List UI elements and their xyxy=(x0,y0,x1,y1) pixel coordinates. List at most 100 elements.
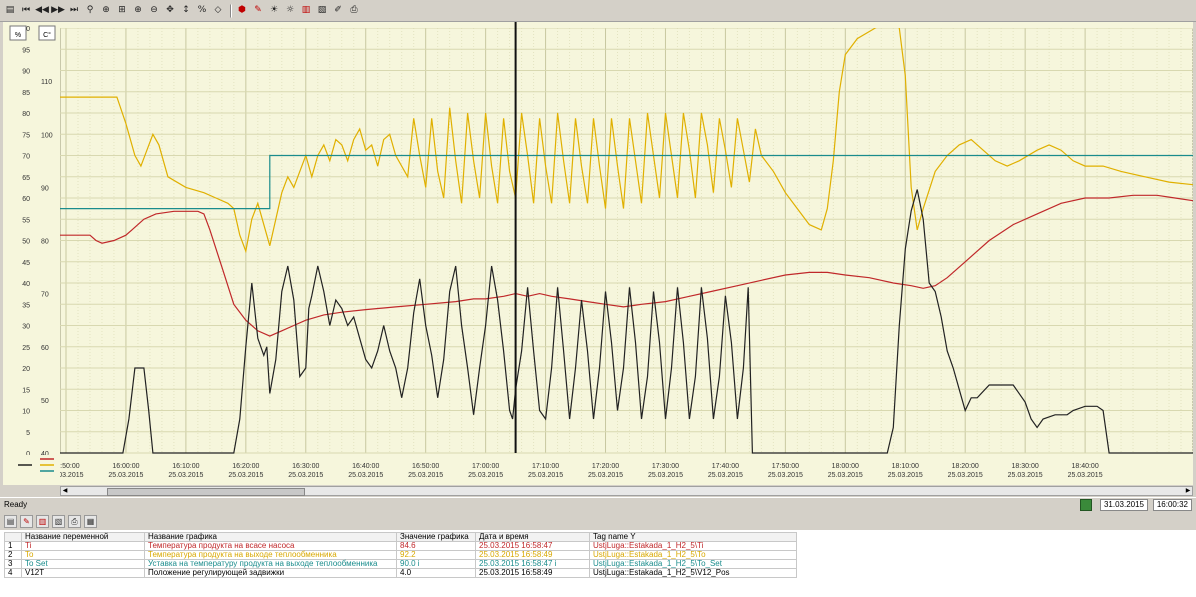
legend-print-icon[interactable]: ⎙ xyxy=(68,514,81,528)
legend-row-tag: UstjLuga::Estakada_1_H2_5\V12_Pos xyxy=(589,568,797,578)
y-right-tick: 80 xyxy=(41,239,49,246)
x-tick-time: 17:10:00 xyxy=(532,463,559,470)
legend-body: 1 Ti Температура продукта на всасе насос… xyxy=(4,541,797,578)
zoom-in-alt-icon[interactable]: ⊕ xyxy=(134,5,142,15)
scroll-right-icon[interactable]: ▶ xyxy=(1185,488,1191,494)
x-tick-date: 25.03.2015 xyxy=(408,472,443,479)
trend-chart-svg[interactable]: 15:50:00 25.03.2015 16:00:00 25.03.2015 16:1… xyxy=(3,22,1194,485)
unit-box-left xyxy=(9,25,27,41)
x-tick-time: 15:50:00 xyxy=(52,463,79,470)
x-tick-date: 25.03.2015 xyxy=(648,472,683,479)
status-bar: Ready 31.03.2015 16:00:32 xyxy=(0,497,1196,512)
zoom-reset-icon[interactable]: ⊖ xyxy=(150,5,158,15)
stop-icon[interactable]: ⬢ xyxy=(238,5,246,15)
x-tick-time: 18:00:00 xyxy=(832,463,859,470)
x-tick-date: 25.03.2015 xyxy=(168,472,203,479)
pan-icon[interactable]: ✥ xyxy=(166,5,174,15)
status-date[interactable]: 31.03.2015 xyxy=(1099,499,1148,511)
legend-row-var: Ti xyxy=(21,541,145,551)
trend-chart[interactable]: 15:50:00 25.03.2015 16:00:00 25.03.2015 16:1… xyxy=(3,22,1194,485)
x-tick-date: 25.03.2015 xyxy=(528,472,563,479)
calendar-icon[interactable] xyxy=(1080,499,1092,511)
x-tick-time: 16:30:00 xyxy=(292,463,319,470)
scroll-left-icon[interactable]: ◀ xyxy=(62,488,68,494)
legend-row-value: 4.0 xyxy=(396,568,476,578)
legend-row[interactable]: 1 Ti Температура продукта на всасе насос… xyxy=(4,541,797,551)
y-right-tick: 60 xyxy=(41,345,49,352)
y-left-tick: 65 xyxy=(22,175,30,182)
legend-toolbar: ▤ ✎ ▥ ▧ ⎙ ▦ xyxy=(0,512,1196,530)
status-time[interactable]: 16:00:32 xyxy=(1152,499,1192,511)
last-icon[interactable]: ⏭ xyxy=(69,5,79,15)
y-left-tick: 75 xyxy=(22,132,30,139)
zoom-out-icon[interactable]: ⚲ xyxy=(86,5,94,15)
y-right-tick: 90 xyxy=(41,185,49,192)
marker-icon[interactable]: ◇ xyxy=(214,5,222,15)
legend-header-var[interactable]: Название переменной xyxy=(21,532,145,542)
percent-icon[interactable]: % xyxy=(197,5,207,15)
x-tick-time: 18:20:00 xyxy=(952,463,979,470)
y-left-tick: 35 xyxy=(22,302,30,309)
legend-row[interactable]: 4 V12T Положение регулирующей задвижки 4… xyxy=(4,568,797,578)
zoom-area-icon[interactable]: ⊞ xyxy=(118,5,126,15)
x-tick-date: 25.03.2015 xyxy=(948,472,983,479)
swatch-area xyxy=(3,455,60,485)
y-left-tick: 20 xyxy=(22,366,30,373)
unit-right: C° xyxy=(43,31,51,39)
legend-row[interactable]: 2 To Температура продукта на выходе тепл… xyxy=(4,550,797,560)
zoom-in-icon[interactable]: ⊕ xyxy=(102,5,110,15)
legend-pen-icon[interactable]: ✎ xyxy=(20,514,33,528)
x-tick-time: 17:40:00 xyxy=(712,463,739,470)
chart-toolbar: ▤ ⏮ ◀◀ ▶▶ ⏭ ⚲ ⊕ ⊞ ⊕ ⊖ ✥ ↕ % ◇ ⬢ ✎ ☀ ☼ ▥ … xyxy=(0,0,1196,22)
top-mask xyxy=(60,22,1193,28)
unit-box-right xyxy=(38,25,56,41)
rewind-icon[interactable]: ◀◀ xyxy=(35,5,49,15)
axis-panel xyxy=(3,22,60,485)
scroll-thumb[interactable] xyxy=(107,488,305,496)
chart-icon[interactable]: ▧ xyxy=(317,5,327,15)
x-tick-time: 17:30:00 xyxy=(652,463,679,470)
y-left-tick: 55 xyxy=(22,217,30,224)
x-tick-time: 16:50:00 xyxy=(412,463,439,470)
x-tick-time: 18:40:00 xyxy=(1071,463,1098,470)
x-tick-date: 25.03.2015 xyxy=(588,472,623,479)
x-tick-date: 25.03.2015 xyxy=(348,472,383,479)
legend-chart-icon[interactable]: ▧ xyxy=(52,514,65,528)
export-icon[interactable]: ▥ xyxy=(301,5,311,15)
y-left-tick: 10 xyxy=(22,409,30,416)
legend-table: Название переменной Название графика Зна… xyxy=(4,532,797,578)
first-icon[interactable]: ⏮ xyxy=(21,5,31,15)
x-tick-time: 16:20:00 xyxy=(232,463,259,470)
x-tick-time: 18:10:00 xyxy=(892,463,919,470)
x-tick-date: 25.03.2015 xyxy=(1068,472,1103,479)
y-right-tick: 40 xyxy=(41,451,49,458)
pen-icon[interactable]: ✎ xyxy=(254,5,262,15)
x-tick-date: 25.03.2015 xyxy=(1008,472,1043,479)
unit-left: % xyxy=(15,32,21,39)
legend-row-var: V12T xyxy=(21,568,145,578)
series-line-to-set xyxy=(60,154,1193,210)
x-tick-date: 25.03.2015 xyxy=(48,472,83,479)
properties-icon[interactable]: ▤ xyxy=(5,5,15,15)
legend-properties-icon[interactable]: ▤ xyxy=(4,514,17,528)
x-tick-time: 16:40:00 xyxy=(352,463,379,470)
status-text: Ready xyxy=(4,500,28,509)
bulb-alt-icon[interactable]: ☼ xyxy=(285,5,295,15)
y-left-tick: 60 xyxy=(22,196,30,203)
x-tick-date: 25.03.2015 xyxy=(888,472,923,479)
forward-icon[interactable]: ▶▶ xyxy=(51,5,65,15)
legend-export-icon[interactable]: ▥ xyxy=(36,514,49,528)
x-tick-time: 17:20:00 xyxy=(592,463,619,470)
zoom-x-icon[interactable]: ↕ xyxy=(182,5,190,15)
y-left-tick: 0 xyxy=(26,451,30,458)
edit-icon[interactable]: ✐ xyxy=(334,5,342,15)
legend-row-datetime: 25.03.2015 16:58:49 xyxy=(475,568,590,578)
print-icon[interactable]: ⎙ xyxy=(350,5,358,15)
legend-panel: Название переменной Название графика Зна… xyxy=(0,530,1196,597)
legend-save-icon[interactable]: ▦ xyxy=(84,514,97,528)
y-left-tick: 15 xyxy=(22,387,30,394)
bulb-icon[interactable]: ☀ xyxy=(269,5,279,15)
series-line-v12t xyxy=(60,189,1193,454)
y-left-tick: 40 xyxy=(22,281,30,288)
time-scrollbar[interactable]: ◀ ▶ xyxy=(60,486,1193,496)
